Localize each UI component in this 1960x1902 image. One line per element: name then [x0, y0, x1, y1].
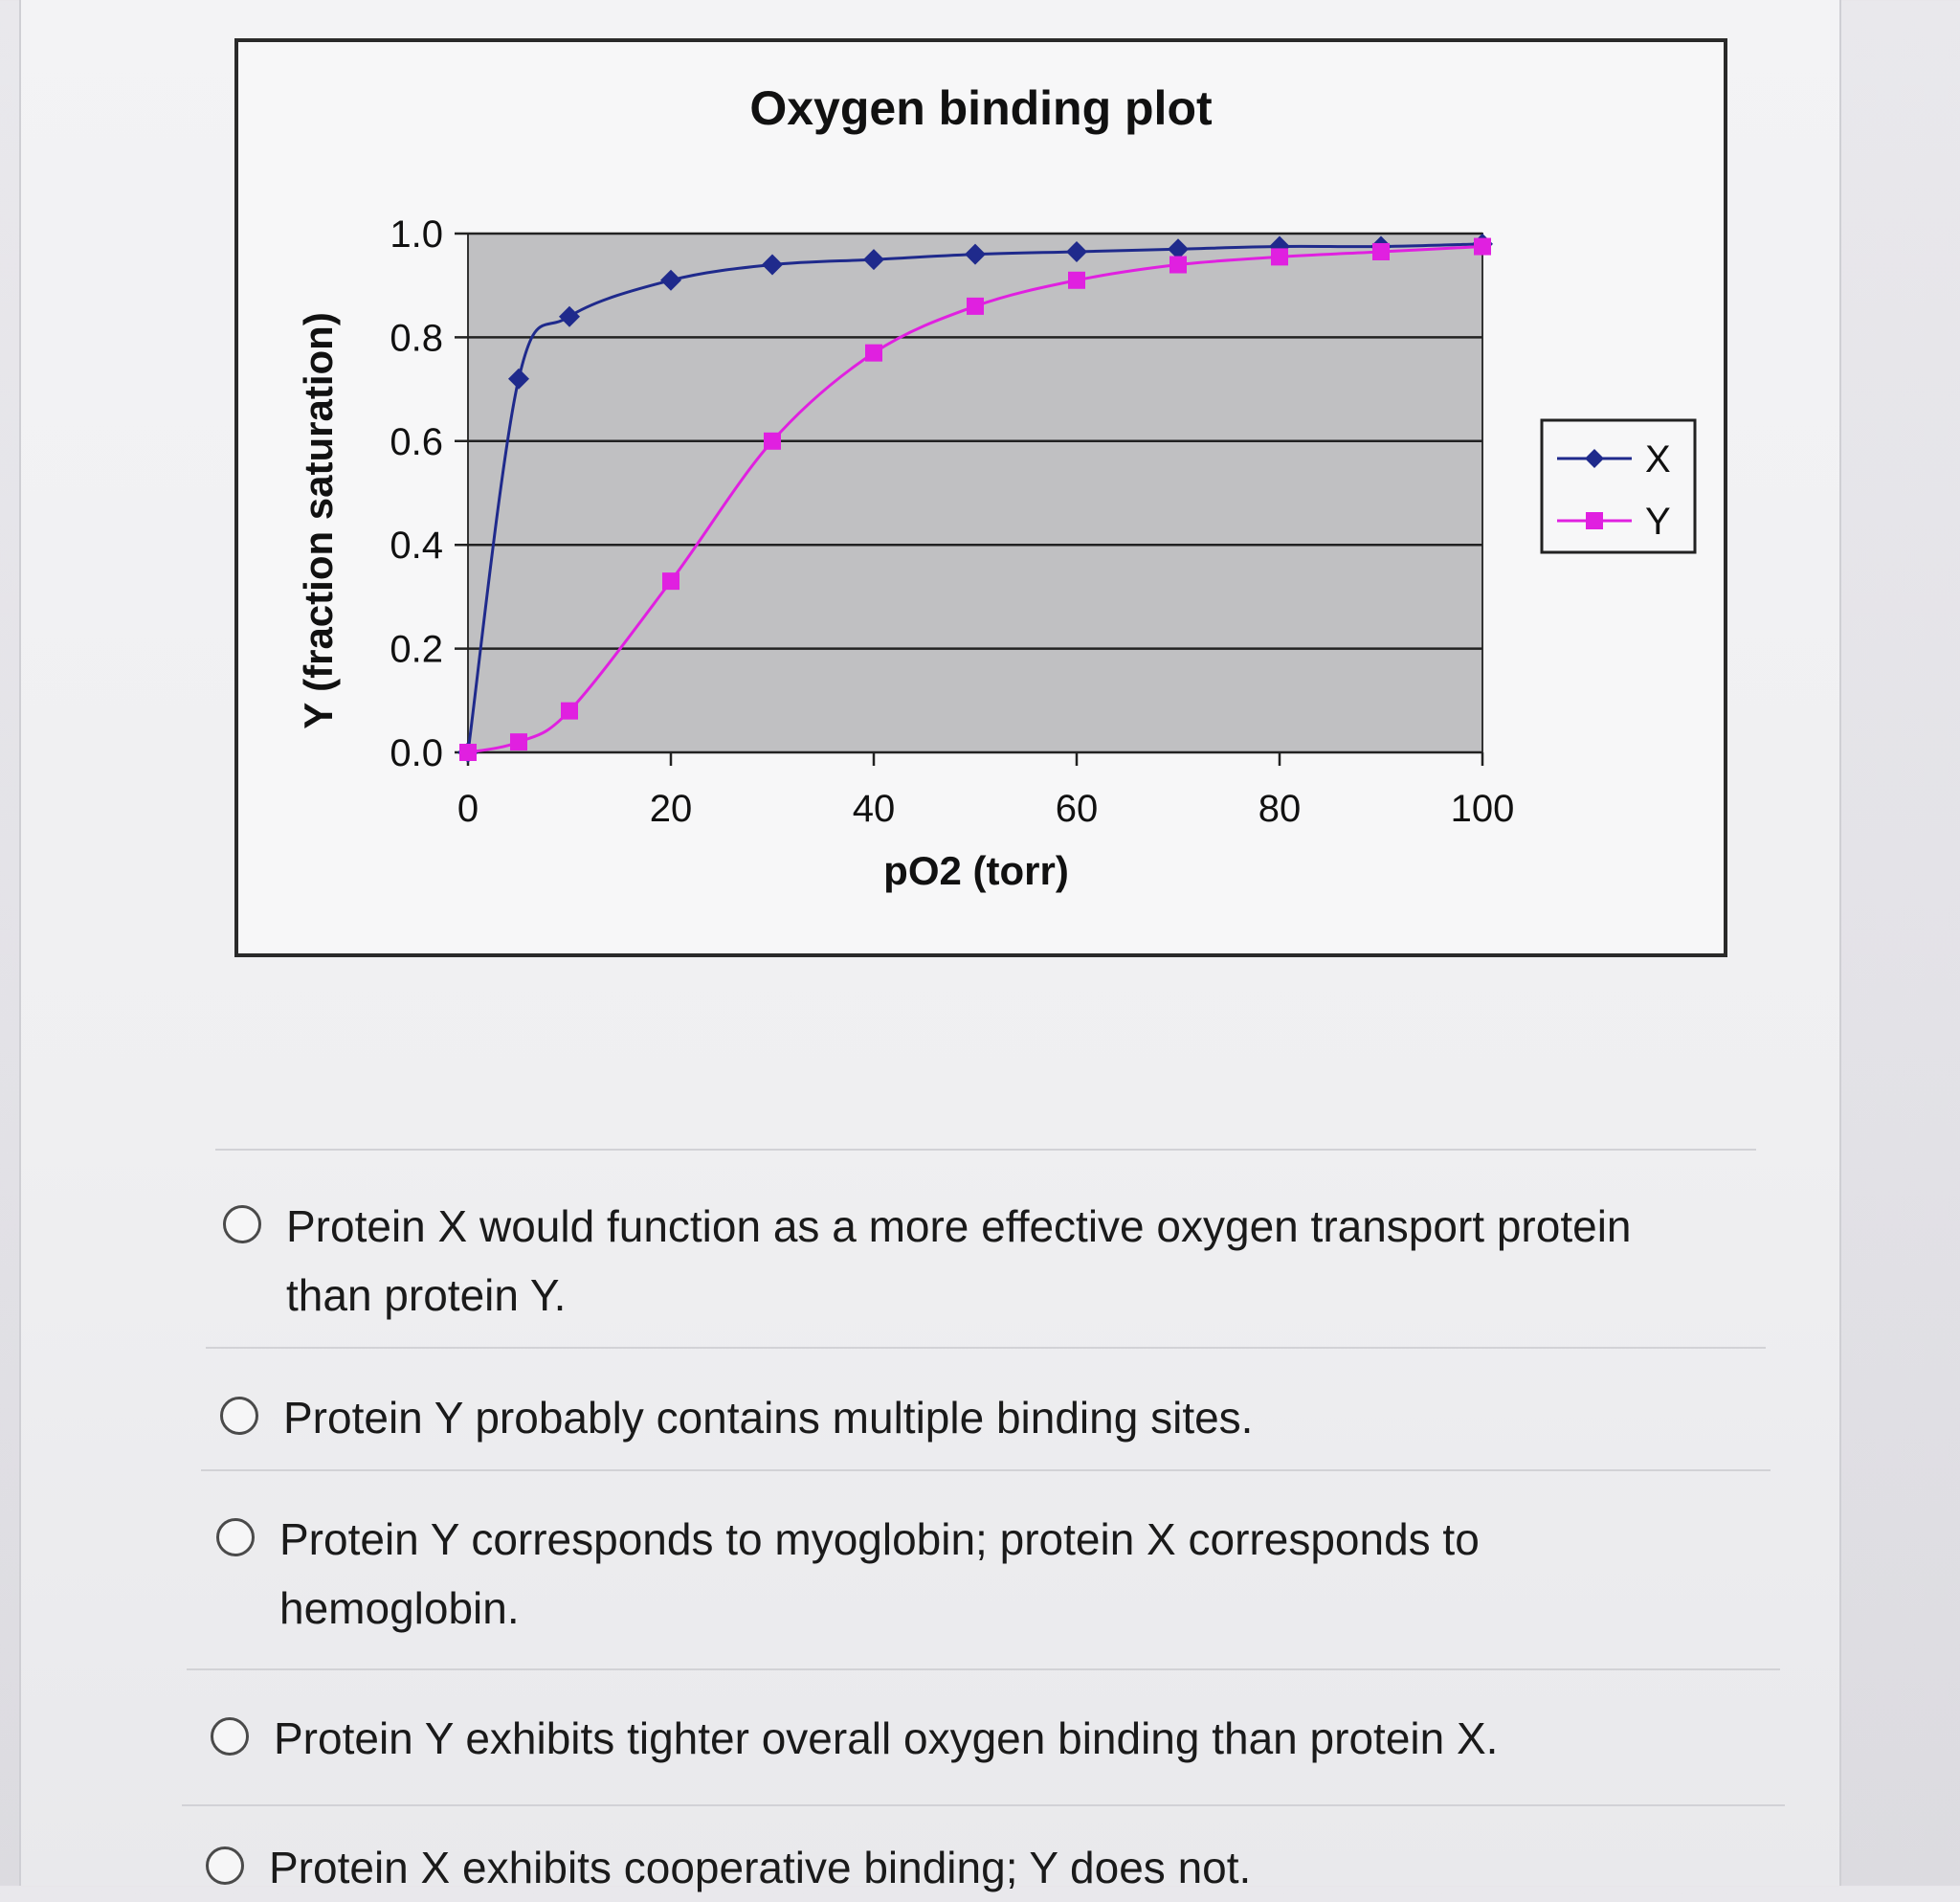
- radio-button-5[interactable]: [206, 1846, 244, 1885]
- answer-option-5-text: Protein X exhibits cooperative binding; …: [269, 1843, 1252, 1892]
- data-point-y: [1068, 271, 1085, 289]
- separator: [215, 1149, 1756, 1151]
- data-point-y: [967, 297, 984, 315]
- answer-option-5[interactable]: Protein X exhibits cooperative binding; …: [206, 1833, 1727, 1902]
- separator: [187, 1668, 1780, 1670]
- chart-frame: Oxygen binding plot 0.0 0.2 0.4 0.6 0.8 1.0 0 2…: [234, 38, 1727, 957]
- answer-option-4-text: Protein Y exhibits tighter overall oxyge…: [274, 1713, 1499, 1763]
- oxygen-binding-chart: Oxygen binding plot 0.0 0.2 0.4 0.6 0.8 1.0 0 2…: [296, 81, 1697, 893]
- data-point-y: [1372, 242, 1390, 260]
- x-tick-label: 0: [457, 788, 479, 830]
- answer-option-2[interactable]: Protein Y probably contains multiple bin…: [220, 1383, 1713, 1452]
- radio-button-1[interactable]: [223, 1205, 261, 1243]
- data-point-y: [865, 344, 882, 362]
- legend-label-y: Y: [1645, 501, 1671, 543]
- legend-box: [1540, 418, 1697, 554]
- data-point-y: [1474, 237, 1491, 256]
- legend: X Y: [1540, 418, 1697, 554]
- separator: [201, 1469, 1771, 1471]
- answer-option-3[interactable]: Protein Y corresponds to myoglobin; prot…: [216, 1505, 1709, 1643]
- data-point-y: [561, 702, 578, 720]
- separator: [206, 1347, 1766, 1349]
- chart-title: Oxygen binding plot: [749, 81, 1213, 135]
- data-point-y: [459, 744, 477, 761]
- y-tick-label: 0.0: [390, 732, 443, 774]
- radio-button-3[interactable]: [216, 1518, 255, 1556]
- data-point-y: [662, 572, 679, 591]
- data-point-x: [1168, 238, 1189, 260]
- answer-option-2-text: Protein Y probably contains multiple bin…: [283, 1393, 1254, 1443]
- legend-marker-y: [1586, 512, 1603, 529]
- legend-marker-x: [1585, 449, 1604, 468]
- radio-button-4[interactable]: [211, 1717, 249, 1756]
- x-tick-label: 40: [853, 788, 896, 830]
- legend-label-x: X: [1645, 438, 1671, 481]
- x-axis-label: pO2 (torr): [883, 848, 1069, 893]
- data-point-x: [1066, 240, 1087, 262]
- answer-option-3-text: Protein Y corresponds to myoglobin; prot…: [279, 1514, 1480, 1633]
- y-tick-label: 0.8: [390, 317, 443, 359]
- data-point-x: [762, 254, 783, 276]
- answer-option-1[interactable]: Protein X would function as a more effec…: [223, 1192, 1716, 1330]
- y-tick-label: 0.2: [390, 629, 443, 671]
- data-point-x: [660, 269, 681, 291]
- data-point-y: [1271, 248, 1288, 266]
- plot-area: [467, 233, 1483, 753]
- y-tick-label: 0.6: [390, 421, 443, 463]
- data-point-y: [764, 432, 781, 450]
- x-tick-label: 100: [1451, 788, 1515, 830]
- answer-option-4[interactable]: Protein Y exhibits tighter overall oxyge…: [211, 1704, 1732, 1773]
- data-point-y: [510, 733, 527, 751]
- y-tick-label: 1.0: [390, 213, 443, 256]
- x-tick-label: 60: [1056, 788, 1099, 830]
- data-point-x: [965, 243, 986, 265]
- x-tick-label: 80: [1258, 788, 1302, 830]
- radio-button-2[interactable]: [220, 1397, 258, 1435]
- data-point-y: [1169, 256, 1187, 274]
- separator: [182, 1804, 1785, 1806]
- data-point-x: [559, 305, 580, 327]
- data-point-x: [863, 249, 884, 271]
- y-axis-label: Y (fraction saturation): [296, 312, 341, 729]
- x-tick-label: 20: [650, 788, 693, 830]
- data-point-x: [508, 368, 529, 390]
- y-tick-label: 0.4: [390, 525, 443, 567]
- answer-option-1-text: Protein X would function as a more effec…: [286, 1201, 1632, 1320]
